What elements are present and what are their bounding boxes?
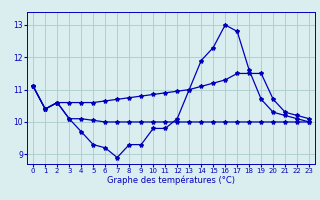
X-axis label: Graphe des températures (°C): Graphe des températures (°C) — [107, 176, 235, 185]
